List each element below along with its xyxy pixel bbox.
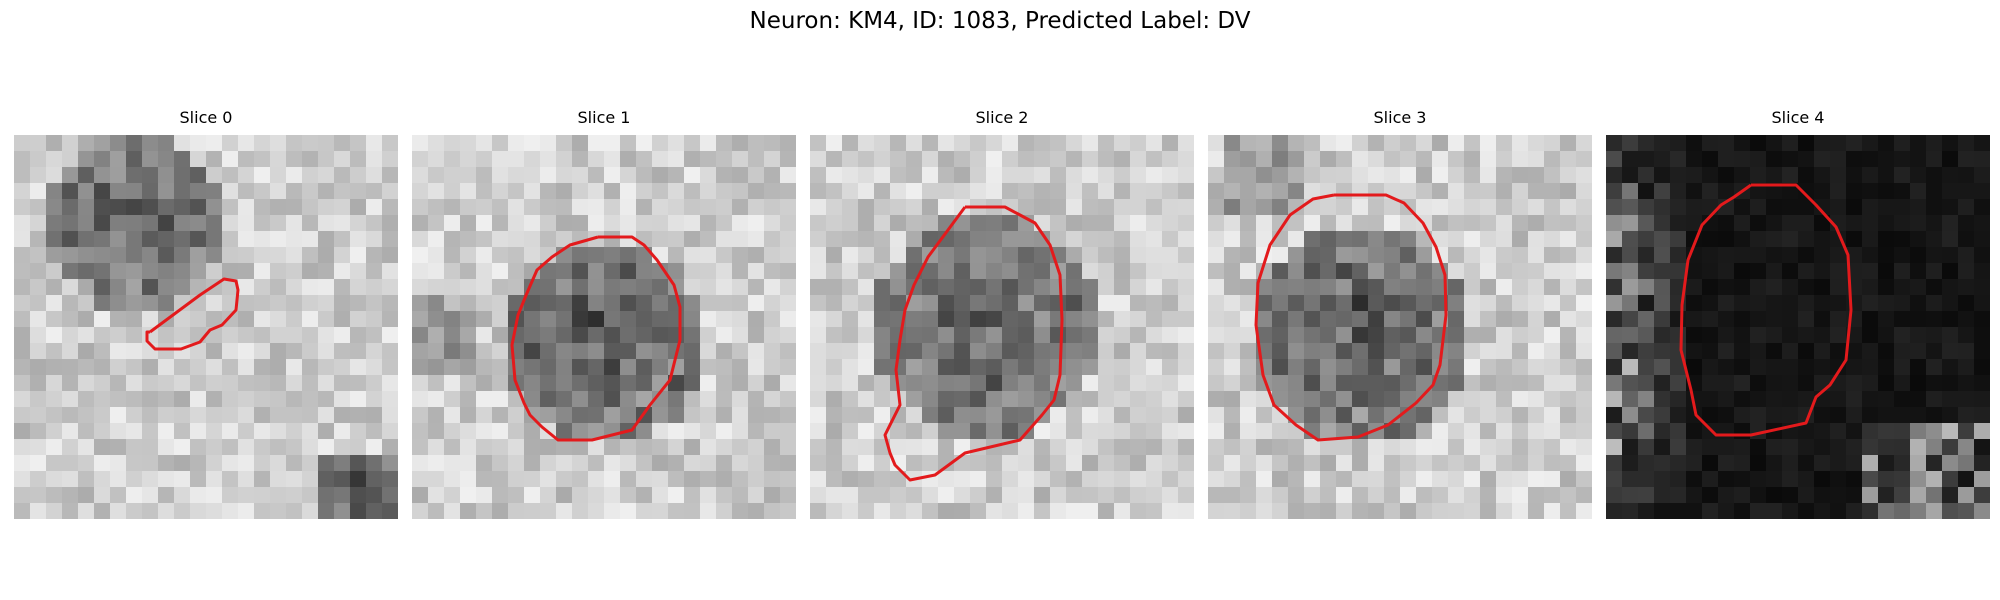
slice-title: Slice 0 [179, 108, 233, 127]
slice-image [1606, 135, 1990, 519]
segmentation-contour [883, 205, 1064, 482]
slice-title: Slice 3 [1373, 108, 1427, 127]
segmentation-contour [145, 277, 240, 351]
segmentation-contour [1679, 183, 1853, 437]
slice-title: Slice 2 [975, 108, 1029, 127]
slice-title: Slice 1 [577, 108, 631, 127]
segmentation-contour [1254, 193, 1448, 442]
slice-image [810, 135, 1194, 519]
slice-image [412, 135, 796, 519]
slice-image [1208, 135, 1592, 519]
slice-title: Slice 4 [1771, 108, 1825, 127]
segmentation-contour [510, 235, 682, 442]
figure-title: Neuron: KM4, ID: 1083, Predicted Label: … [749, 8, 1251, 34]
slice-image [14, 135, 398, 519]
